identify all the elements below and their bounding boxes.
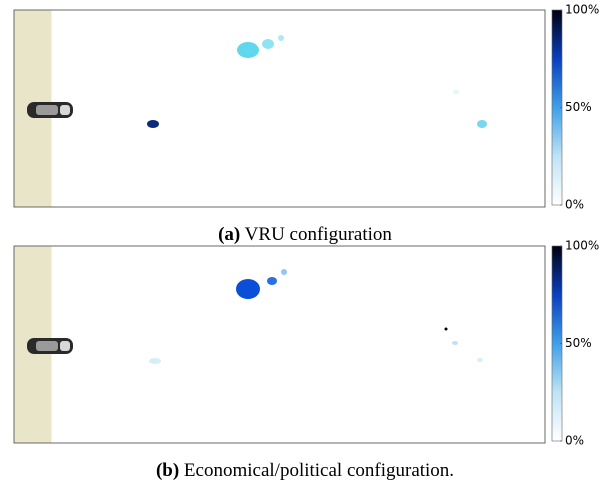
heat-blob	[477, 120, 487, 128]
caption-label: (b)	[156, 460, 179, 481]
panel: 0% 50% 100% (b) Economical/political config…	[14, 239, 599, 482]
heat-blob	[147, 120, 159, 128]
colorbar-tick-label: 0%	[565, 434, 584, 448]
heat-blob	[236, 279, 260, 299]
plot-area	[14, 246, 545, 443]
colorbar-tick-label: 50%	[565, 100, 592, 114]
colorbar-tick-label: 100%	[565, 3, 599, 17]
heat-blob	[278, 35, 284, 41]
caption-text: VRU configuration	[245, 224, 393, 245]
caption: (a) VRU configuration	[218, 224, 392, 245]
colorbar-tick-label: 100%	[565, 239, 599, 253]
caption: (b) Economical/political configuration.	[156, 460, 454, 481]
car-roof	[36, 341, 58, 351]
colorbar-tick-label: 0%	[565, 198, 584, 212]
panel: 0% 50% 100% (a) VRU configuration	[14, 3, 599, 246]
heat-blob	[281, 269, 287, 275]
heat-blob	[452, 341, 458, 345]
caption-text: Economical/political configuration.	[184, 460, 454, 481]
heat-blob	[445, 328, 448, 331]
car-hood	[60, 341, 70, 351]
heat-blob	[149, 358, 161, 364]
heat-blob	[262, 39, 274, 49]
figure: 0% 50% 100% (a) VRU configuration 0% 50% 100% (…	[0, 0, 610, 485]
heat-blob	[237, 42, 259, 58]
caption-label: (a)	[218, 224, 240, 245]
car-roof	[36, 105, 58, 115]
colorbar-tick-label: 50%	[565, 336, 592, 350]
car-hood	[60, 105, 70, 115]
heat-blob	[453, 90, 459, 94]
heat-blob	[267, 277, 277, 285]
heat-blob	[477, 358, 483, 362]
